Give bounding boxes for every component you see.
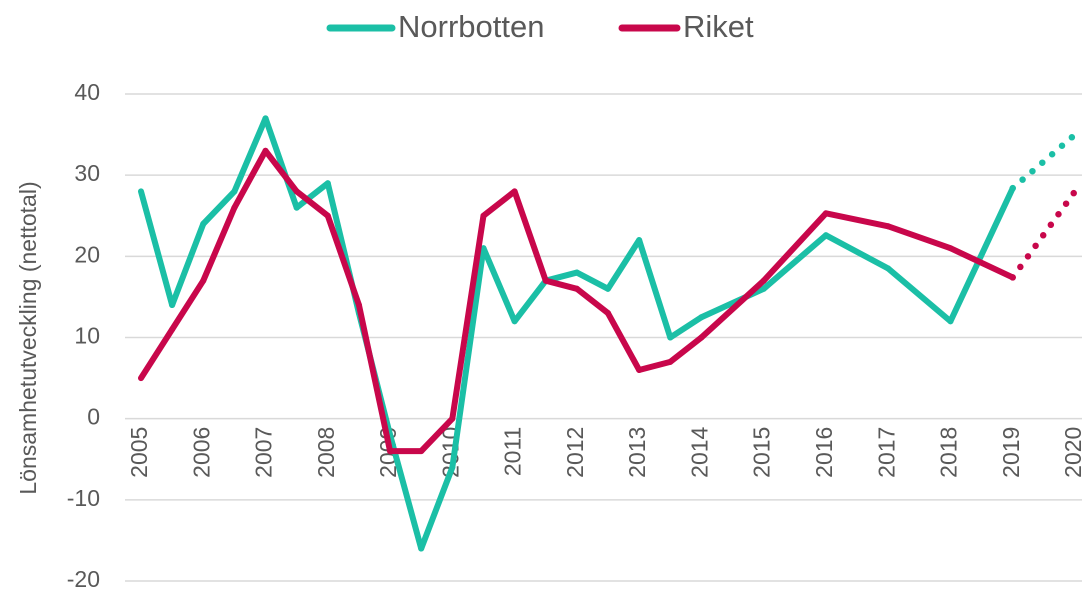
y-tick-label: 40 [74, 79, 100, 105]
x-tick-label: 2012 [562, 427, 588, 478]
line-segment [262, 115, 300, 211]
line-segment [480, 245, 518, 325]
x-tick-label: 2017 [873, 427, 899, 478]
line-segment [573, 285, 611, 317]
line-segment [636, 237, 674, 341]
line-segment [511, 277, 549, 325]
line-segment [293, 188, 331, 219]
y-tick-label: 0 [87, 404, 100, 430]
x-tick-label: 2011 [500, 427, 526, 476]
line-segment [573, 269, 611, 292]
line-segment [605, 237, 643, 292]
y-tick-label: 10 [74, 323, 100, 349]
line-segment [324, 212, 362, 309]
line-segment [760, 232, 829, 292]
line-segment [231, 115, 269, 195]
x-tick-label: 2018 [936, 427, 962, 478]
line-segment [667, 334, 705, 365]
line-segment [947, 245, 1016, 281]
line-segment [947, 185, 1016, 325]
line-segment [822, 210, 892, 230]
line-segment [760, 210, 829, 284]
forecast-segment [1009, 131, 1079, 192]
x-tick-label: 2008 [313, 427, 339, 478]
line-segment [169, 220, 207, 309]
line-segment [605, 310, 643, 373]
line-segment [542, 277, 580, 292]
y-tick-label: 30 [74, 160, 100, 186]
x-tick-label: 2006 [188, 427, 214, 478]
line-segment [885, 223, 954, 252]
x-tick-label: 2020 [1060, 427, 1086, 478]
legend-label: Riket [683, 9, 754, 44]
x-tick-label: 2019 [998, 427, 1024, 478]
forecast-segment [1009, 188, 1079, 281]
line-segment [138, 188, 176, 309]
line-segment [449, 245, 487, 471]
x-tick-label: 2015 [749, 427, 775, 478]
y-tick-label: -10 [67, 485, 100, 511]
line-segment [636, 358, 674, 373]
y-tick-label: -20 [67, 566, 100, 592]
x-tick-label: 2016 [811, 427, 837, 478]
y-tick-label: 20 [74, 241, 100, 267]
line-segment [511, 188, 549, 284]
x-tick-label: 2013 [624, 427, 650, 478]
legend-label: Norrbotten [398, 9, 544, 44]
line-segment [200, 188, 238, 227]
line-segment [418, 464, 456, 552]
line-segment [169, 277, 207, 333]
line-segment [667, 314, 705, 341]
line-segment [355, 302, 394, 455]
x-tick-label: 2007 [251, 427, 277, 478]
line-segment [885, 265, 954, 325]
line-segment [138, 326, 176, 382]
line-segment [231, 147, 269, 211]
y-axis-label: Lönsamhetutveckling (nettotal) [15, 181, 41, 494]
x-tick-label: 2014 [686, 426, 712, 477]
line-segment [822, 232, 892, 272]
line-segment [418, 415, 456, 455]
line-segment [449, 212, 487, 422]
line-segment [262, 147, 300, 195]
line-segment [200, 204, 238, 284]
line-segment [293, 180, 331, 211]
x-tick-label: 2005 [126, 427, 152, 478]
line-segment [480, 188, 518, 219]
line-segment [698, 277, 767, 341]
